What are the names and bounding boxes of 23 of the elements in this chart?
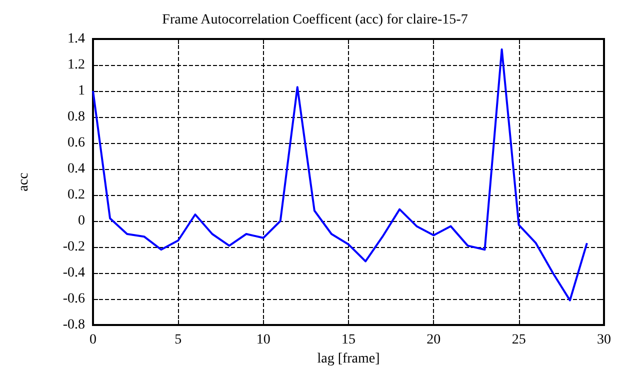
y-tick-label: 1.4	[68, 32, 85, 46]
x-tick-label: 0	[90, 332, 96, 348]
x-tick-label: 10	[256, 332, 270, 348]
y-tick-label: -0.6	[62, 292, 85, 306]
line-series	[92, 48, 588, 302]
y-tick-label: 0.4	[68, 162, 85, 176]
y-tick-label: 1	[78, 84, 85, 98]
y-tick-label: 1.2	[68, 58, 85, 72]
y-tick-label: -0.4	[62, 266, 85, 280]
y-tick-label: 0.6	[68, 136, 85, 150]
x-tick-label: 25	[512, 332, 526, 348]
x-tick-label: 15	[342, 332, 356, 348]
y-tick-label: -0.8	[62, 318, 85, 332]
y-tick-label: 0.2	[68, 188, 85, 202]
chart-title: Frame Autocorrelation Coefficent (acc) for claire-15-7	[162, 12, 468, 28]
y-tick-label: -0.2	[62, 240, 85, 254]
y-axis-title: acc	[16, 172, 32, 192]
y-tick-label: 0	[78, 214, 85, 228]
x-tick-label: 30	[597, 332, 611, 348]
x-axis-title: lag [frame]	[317, 351, 380, 366]
x-tick-label: 20	[426, 332, 441, 348]
x-tick-label: 5	[174, 332, 182, 348]
y-tick-label: 0.8	[68, 110, 85, 124]
